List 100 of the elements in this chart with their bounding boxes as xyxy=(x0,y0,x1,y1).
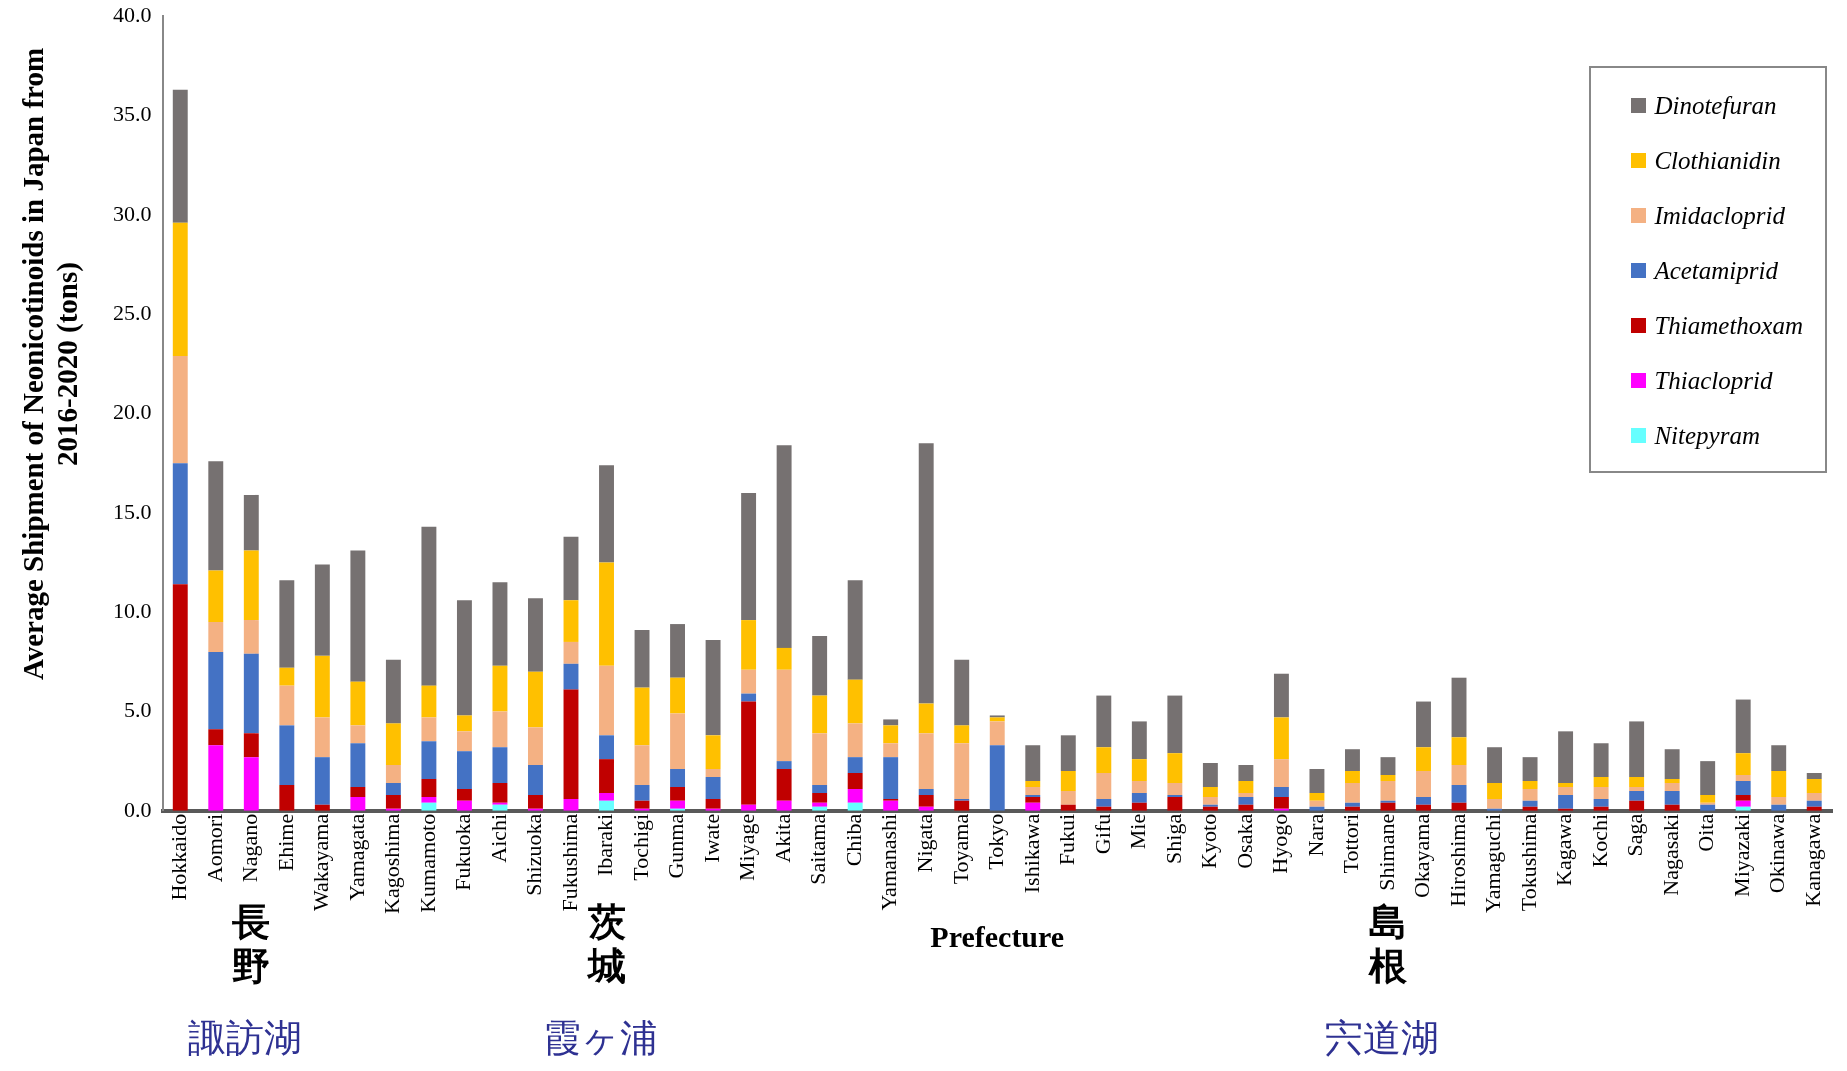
bar xyxy=(350,725,366,744)
bar xyxy=(776,647,792,670)
bar xyxy=(670,677,686,714)
bar xyxy=(243,733,259,758)
bar xyxy=(847,773,863,789)
y-tick-label: 30.0 xyxy=(113,200,152,226)
x-tick-label: Kagoshima xyxy=(379,813,405,914)
bar xyxy=(208,461,224,571)
bar xyxy=(1025,786,1041,795)
x-tick-label: Akita xyxy=(769,813,795,863)
bar xyxy=(599,792,614,801)
x-tick-label: Okinawa xyxy=(1764,813,1790,894)
bar xyxy=(1273,673,1289,718)
legend-label: Thiamethoxam xyxy=(1654,311,1803,340)
bar xyxy=(634,687,650,746)
x-tick-label: Shizuoka xyxy=(521,813,547,896)
bar xyxy=(1345,771,1360,783)
bar xyxy=(1735,775,1751,781)
bar xyxy=(1096,798,1112,807)
x-tick-label: Iwate xyxy=(698,813,724,863)
bar xyxy=(1167,753,1183,783)
bar xyxy=(1735,781,1751,795)
bar xyxy=(918,788,934,795)
bar xyxy=(1664,779,1680,783)
bar xyxy=(1416,771,1431,797)
x-axis-title: Prefecture xyxy=(930,919,1065,953)
bar xyxy=(954,800,970,811)
bar xyxy=(1309,800,1325,807)
bar xyxy=(1522,781,1538,789)
bar xyxy=(492,711,508,748)
bar xyxy=(314,564,330,656)
y-tick-label: 20.0 xyxy=(113,399,152,425)
bar xyxy=(279,580,295,668)
y-tick-label: 0.0 xyxy=(124,796,152,822)
bar xyxy=(741,693,757,702)
bar xyxy=(1096,747,1112,774)
bar xyxy=(1451,677,1467,738)
x-tick-label: Mie xyxy=(1125,813,1151,850)
bar xyxy=(1700,794,1716,803)
x-tick-label: Toyama xyxy=(947,813,973,885)
bar xyxy=(1131,781,1147,793)
x-tick-label: Nara xyxy=(1302,813,1328,857)
bar xyxy=(954,725,970,744)
bar xyxy=(705,735,721,770)
x-tick-label: Miyazaki xyxy=(1728,813,1754,897)
y-tick-label: 5.0 xyxy=(124,697,152,723)
bar xyxy=(350,786,366,797)
bar xyxy=(350,550,366,682)
x-tick-label: Fukuoka xyxy=(450,813,476,891)
bar xyxy=(1735,699,1751,754)
bar xyxy=(456,715,472,732)
x-tick-label: Nagasaki xyxy=(1657,813,1683,896)
bar xyxy=(528,727,543,766)
bar xyxy=(1487,747,1503,783)
bar xyxy=(1735,794,1751,801)
legend-label: Thiacloprid xyxy=(1654,366,1773,395)
x-tick-label: Kyoto xyxy=(1196,813,1222,869)
bar xyxy=(1558,786,1574,795)
legend-label: Clothianidin xyxy=(1654,146,1781,175)
bar xyxy=(847,580,863,680)
bar xyxy=(1025,796,1041,803)
bar xyxy=(705,777,721,799)
bar xyxy=(279,725,295,785)
bar xyxy=(883,725,899,744)
bar xyxy=(1629,721,1645,778)
bar xyxy=(989,721,1005,746)
legend-label: Imidacloprid xyxy=(1654,201,1785,230)
bar xyxy=(847,679,863,724)
bar xyxy=(741,701,757,805)
x-tick-label: Aichi xyxy=(485,813,511,863)
bar xyxy=(883,719,899,726)
bar xyxy=(1593,786,1609,799)
bar xyxy=(1451,737,1467,766)
bar xyxy=(918,703,934,734)
x-tick-label: Hiroshima xyxy=(1444,813,1470,907)
bar xyxy=(1771,796,1787,805)
bar xyxy=(883,743,899,758)
bar xyxy=(1025,745,1041,781)
bar xyxy=(1238,781,1254,793)
bar xyxy=(172,222,188,356)
text: 宍道湖 xyxy=(1324,1016,1439,1060)
bar xyxy=(812,733,828,785)
x-tick-label: Wakayama xyxy=(308,813,334,911)
x-tick-label: Tokushima xyxy=(1515,813,1541,912)
bar xyxy=(812,802,828,807)
text: 茨城 xyxy=(585,899,626,988)
x-tick-label: Kagawa xyxy=(1551,813,1577,886)
x-tick-label: Shiga xyxy=(1160,813,1186,864)
bar xyxy=(812,792,828,803)
bar xyxy=(1522,757,1538,781)
bar xyxy=(1664,749,1680,780)
x-tick-label: Chiba xyxy=(840,813,866,867)
bar xyxy=(1558,782,1574,787)
bar xyxy=(599,735,614,760)
bar xyxy=(954,743,970,799)
legend-label: Dinotefuran xyxy=(1654,91,1777,120)
x-tick-label: Aomori xyxy=(201,813,227,883)
text: 霞ヶ浦 xyxy=(543,1016,659,1060)
bar xyxy=(456,800,472,811)
bar xyxy=(563,689,579,799)
